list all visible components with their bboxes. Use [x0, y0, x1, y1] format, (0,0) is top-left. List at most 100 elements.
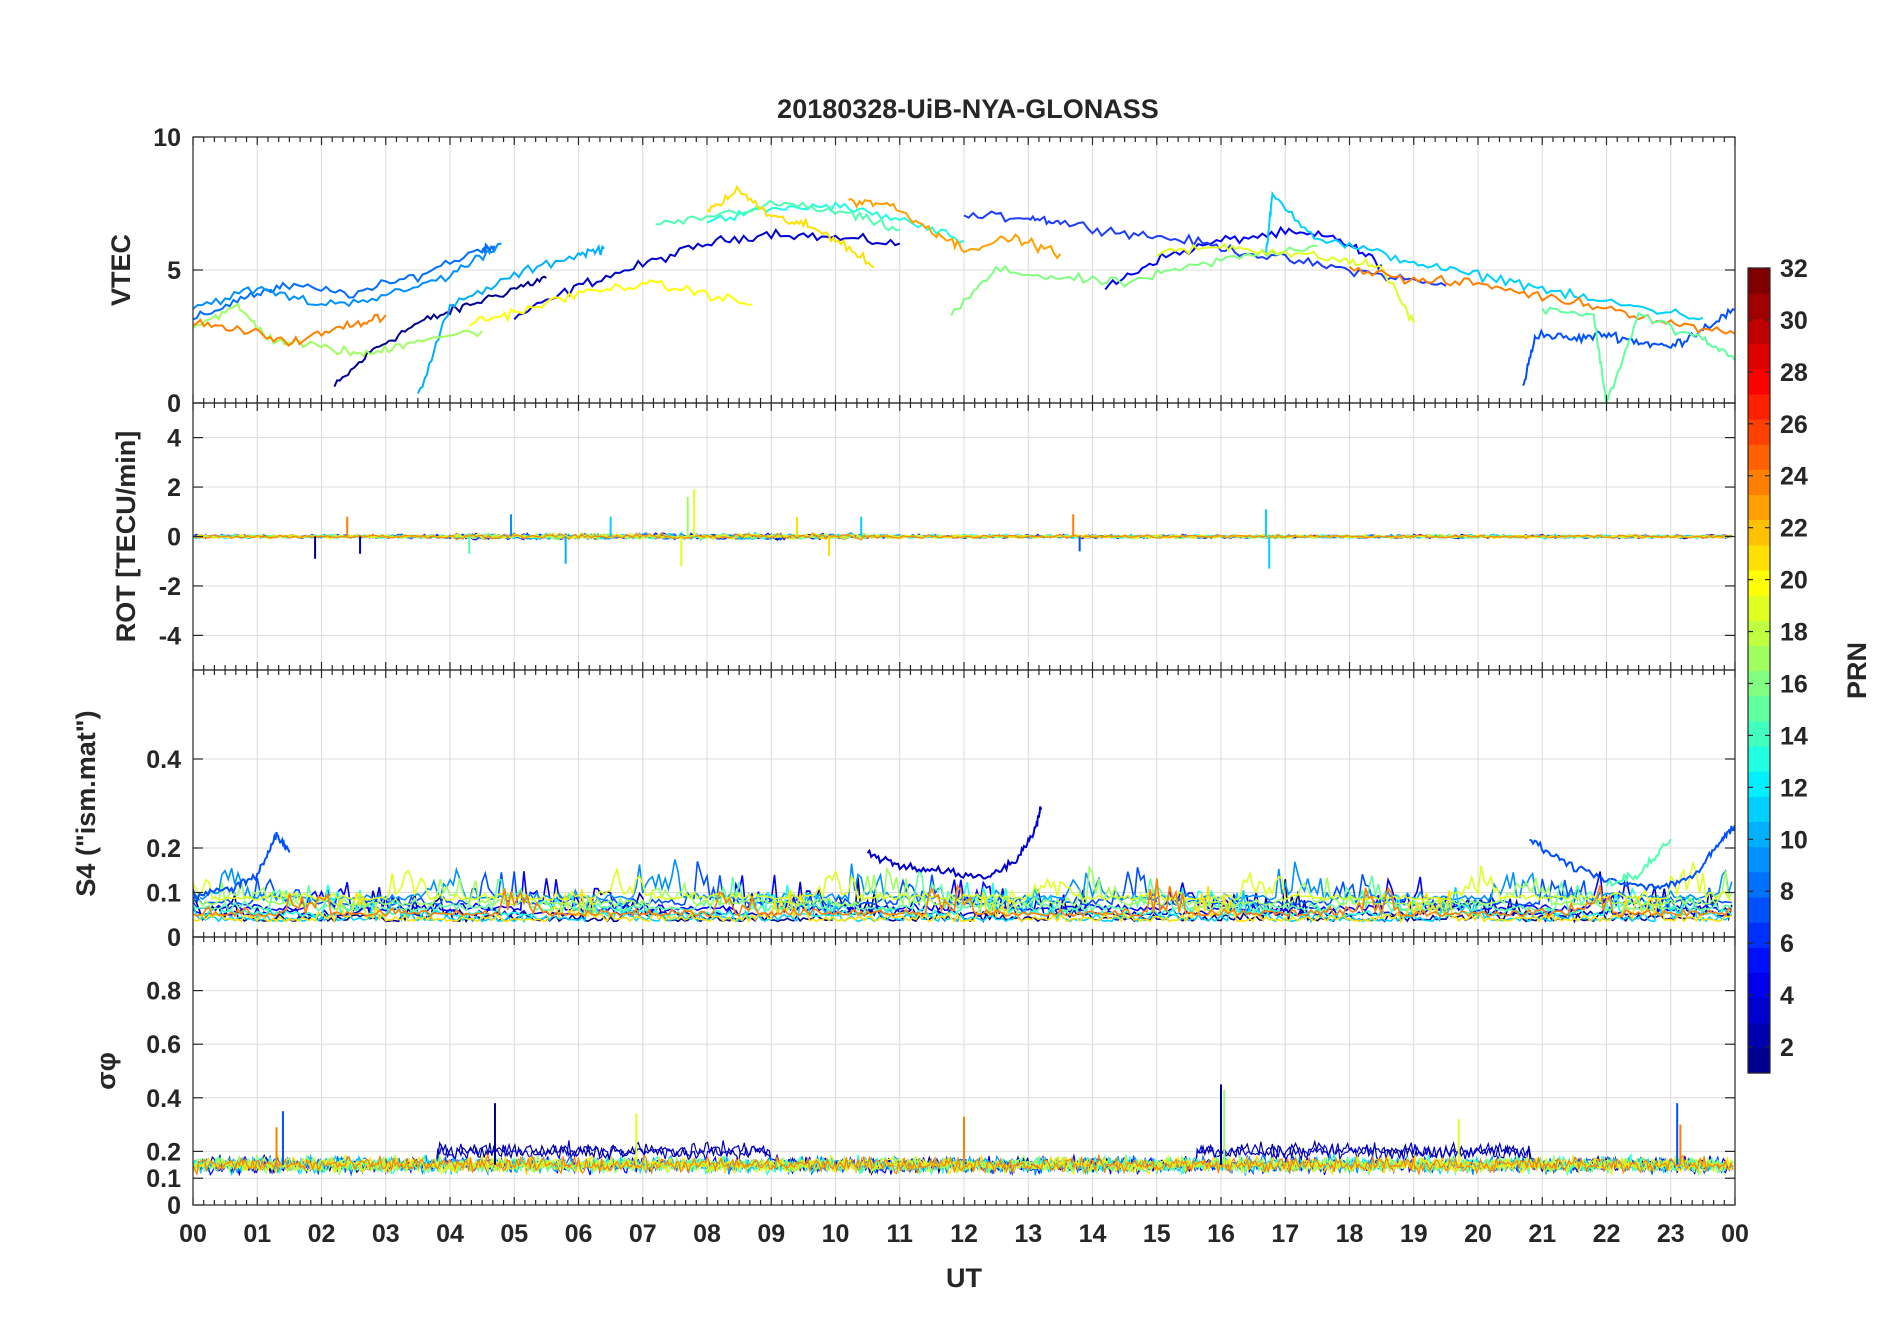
- colorbar-segment: [1748, 821, 1770, 848]
- x-tick-label: 12: [950, 1220, 978, 1248]
- rot-y-tick-label: 2: [167, 474, 181, 502]
- colorbar-segment: [1748, 695, 1770, 722]
- x-tick-label: 17: [1271, 1220, 1299, 1248]
- colorbar-segment: [1748, 645, 1770, 672]
- sigma-phi-tick-marks: [192, 937, 1736, 1206]
- x-tick-label: 07: [629, 1220, 657, 1248]
- vtec-y-tick-label: 10: [153, 124, 181, 152]
- vtec-y-axis-label: VTEC: [106, 234, 136, 306]
- s4-series-prn-12: [1605, 838, 1672, 888]
- colorbar-segment: [1748, 947, 1770, 973]
- x-tick-label: 09: [757, 1220, 785, 1248]
- colorbar-segment: [1748, 318, 1770, 345]
- chart-title: 20180328-UiB-NYA-GLONASS: [777, 94, 1159, 124]
- sigma-phi-panel: 00.10.2 0.4 0.6 0.8 σφ 00 01 02 03 04 05 06 07 08 09 10…: [91, 936, 1749, 1293]
- vtec-y-tick-label: 0: [167, 390, 181, 418]
- colorbar-segment: [1748, 368, 1770, 395]
- colorbar-segment: [1748, 745, 1770, 772]
- colorbar-tick-label: 2: [1780, 1034, 1794, 1062]
- x-tick-label: 00: [1721, 1220, 1749, 1248]
- x-tick-label: 22: [1593, 1220, 1621, 1248]
- rot-y-tick-label: -2: [159, 573, 181, 601]
- vtec-series-prn-19: [1348, 265, 1735, 335]
- colorbar-tick-label: 16: [1780, 670, 1808, 698]
- vtec-plot-area: [193, 184, 1735, 403]
- vtec-series-prn-13: [193, 302, 483, 358]
- s4-trace: [193, 885, 1733, 924]
- sigma-phi-trace: [193, 1153, 1734, 1176]
- sigma-phi-y-tick-label: 0.8: [146, 978, 181, 1006]
- sigma-phi-y-tick-label: 0.1: [146, 1165, 181, 1193]
- colorbar-segment: [1748, 972, 1770, 999]
- sigma-phi-y-axis-label: σφ: [91, 1052, 121, 1090]
- colorbar-segment: [1748, 418, 1770, 445]
- vtec-series-prn-6: [193, 242, 496, 321]
- s4-tick-marks: [192, 670, 1736, 938]
- vtec-series-prn-12: [950, 244, 1318, 317]
- vtec-series-prn-2: [513, 228, 901, 320]
- vtec-panel: 0 5 10 VTEC: [106, 124, 1736, 418]
- colorbar-tick-label: 26: [1780, 411, 1808, 439]
- rot-y-tick-label: -4: [159, 622, 181, 650]
- colorbar-tick-label: 18: [1780, 619, 1808, 647]
- colorbar-tick-label: 22: [1780, 515, 1808, 543]
- colorbar-segment: [1748, 771, 1770, 797]
- x-tick-label: 13: [1014, 1220, 1042, 1248]
- x-tick-label: 16: [1207, 1220, 1235, 1248]
- vtec-grid: [192, 136, 1736, 404]
- sigma-phi-y-tick-label: 0.4: [146, 1085, 181, 1113]
- colorbar-tick-label: 28: [1780, 359, 1808, 387]
- sigma-phi-y-tick-label: 0.6: [146, 1031, 181, 1059]
- colorbar-segment: [1748, 997, 1770, 1024]
- rot-trace: [193, 531, 1733, 541]
- sigma-phi-y-tick-label: 0: [167, 1192, 181, 1220]
- colorbar-segment: [1748, 494, 1770, 521]
- colorbar-segment: [1748, 393, 1770, 420]
- s4-series-prn-6: [193, 831, 291, 904]
- colorbar-segment: [1748, 444, 1770, 470]
- colorbar-segment: [1748, 343, 1770, 370]
- x-tick-label: 03: [372, 1220, 400, 1248]
- x-tick-label: 02: [308, 1220, 336, 1248]
- colorbar-segment: [1748, 519, 1770, 546]
- colorbar-tick-label: 14: [1780, 722, 1808, 750]
- rot-y-tick-label: 0: [167, 524, 181, 552]
- colorbar-segment: [1748, 670, 1770, 697]
- colorbar-segment: [1748, 569, 1770, 596]
- colorbar-segment: [1748, 896, 1770, 923]
- colorbar-segment: [1748, 871, 1770, 898]
- colorbar-segment: [1748, 846, 1770, 873]
- colorbar-segment: [1748, 469, 1770, 496]
- colorbar-tick-label: 24: [1780, 463, 1808, 491]
- vtec-series-prn-11: [655, 199, 900, 232]
- rot-tick-marks: [192, 403, 1736, 670]
- x-tick-label: 10: [822, 1220, 850, 1248]
- x-tick-label: 01: [243, 1220, 271, 1248]
- colorbar-tick-label: 10: [1780, 826, 1808, 854]
- colorbar-tick-label: 4: [1780, 982, 1794, 1010]
- s4-trace: [193, 867, 1733, 913]
- x-tick-label: 11: [887, 1220, 914, 1248]
- x-tick-label: 05: [500, 1220, 528, 1248]
- sigma-phi-trace: [193, 1152, 1734, 1177]
- sigma-phi-plot-area: [193, 1084, 1734, 1177]
- rot-plot-area: [193, 489, 1733, 569]
- colorbar-segment: [1748, 268, 1770, 294]
- colorbar-segment: [1748, 595, 1770, 621]
- colorbar-tick-label: 30: [1780, 307, 1808, 335]
- colorbar-tick-label: 8: [1780, 878, 1794, 906]
- x-tick-label: 04: [436, 1220, 464, 1248]
- x-tick-label: 18: [1336, 1220, 1364, 1248]
- s4-series-prn-2: [866, 806, 1043, 880]
- colorbar-segment: [1748, 720, 1770, 747]
- vtec-series-prn-7: [193, 242, 502, 310]
- colorbar-segment: [1748, 620, 1770, 646]
- s4-y-tick-label: 0.4: [146, 746, 181, 774]
- s4-y-tick-label: 0: [167, 924, 181, 952]
- vtec-series-prn-17: [848, 198, 1062, 260]
- colorbar-tick-label: 12: [1780, 774, 1808, 802]
- rot-panel: -4 -2 0 2 4 ROT [TECU/min]: [111, 402, 1736, 671]
- vtec-series-prn-9: [1265, 190, 1704, 321]
- vtec-series-prn-8: [416, 243, 605, 394]
